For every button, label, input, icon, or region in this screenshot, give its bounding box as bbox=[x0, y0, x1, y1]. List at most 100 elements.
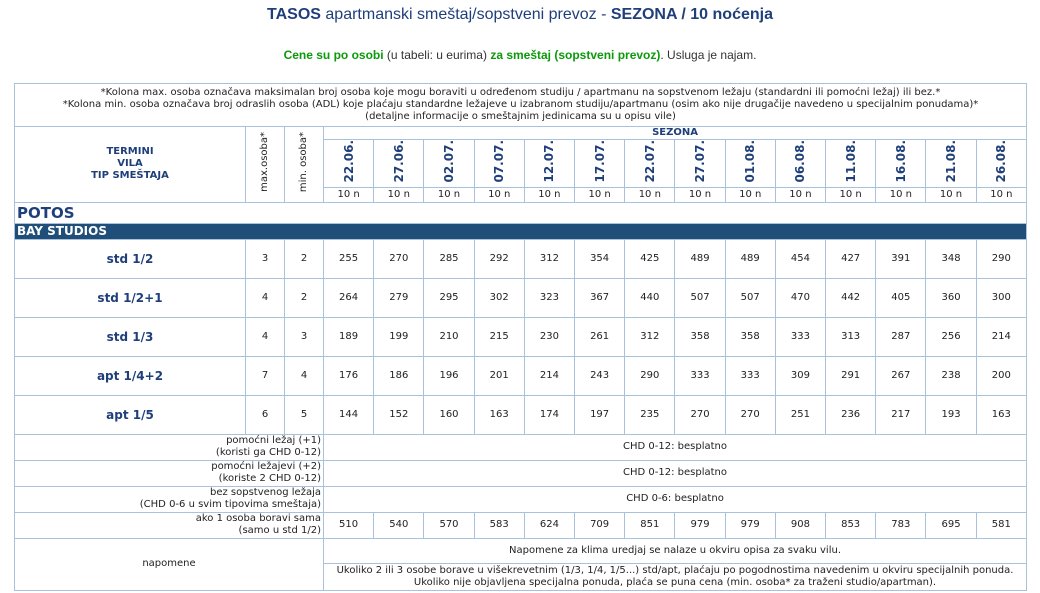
remark-line: Ukoliko nije objavljena specijalna ponud… bbox=[413, 576, 937, 588]
subtitle-part: (u tabeli: u eurima) bbox=[386, 48, 487, 62]
subtitle-part: za smeštaj (sopstveni prevoz) bbox=[490, 48, 661, 62]
head-label: TIP SMEŠTAJA bbox=[91, 170, 169, 182]
price: 256 bbox=[925, 316, 977, 357]
note-line: *Kolona max. osoba označava maksimalan b… bbox=[100, 87, 941, 98]
price: 323 bbox=[523, 277, 576, 318]
subtitle-part: . Usluga je najam. bbox=[660, 48, 757, 62]
price: 333 bbox=[674, 355, 726, 396]
price: 214 bbox=[975, 316, 1028, 357]
title-season: SEZONA / 10 noćenja bbox=[610, 6, 773, 23]
price: 300 bbox=[975, 277, 1028, 318]
single-price: 510 bbox=[322, 511, 375, 539]
price: 255 bbox=[322, 238, 375, 279]
nights: 10 n bbox=[674, 186, 726, 203]
single-price: 709 bbox=[574, 511, 626, 539]
price: 292 bbox=[473, 238, 525, 279]
table-row: std 1/2 3 2 255 270 285 292 312 354 425 489 489 454 4… bbox=[14, 238, 1028, 279]
price: 290 bbox=[975, 238, 1028, 279]
price: 440 bbox=[624, 277, 676, 318]
price: 189 bbox=[322, 316, 375, 357]
room-type: std 1/3 bbox=[14, 316, 246, 357]
table-row: TERMINI VILA TIP SMEŠTAJA max.osoba* min. os… bbox=[14, 126, 1028, 203]
extra-label-line: bez sopstvenog ležaja bbox=[209, 487, 321, 499]
price: 197 bbox=[574, 394, 626, 435]
date: 12.07. bbox=[542, 140, 557, 183]
price: 354 bbox=[574, 238, 626, 279]
table-row: bez sopstvenog ležaja (CHD 0-6 u svim tip… bbox=[14, 485, 1028, 513]
price: 291 bbox=[825, 355, 877, 396]
extra-label-line: (koriste 2 CHD 0-12) bbox=[218, 473, 321, 485]
date-cell: 02.07. bbox=[423, 139, 475, 188]
price: 199 bbox=[373, 316, 425, 357]
remarks-label: napomene bbox=[14, 537, 324, 591]
title-bold: TASOS bbox=[267, 6, 321, 23]
date-cell: 26.08. bbox=[975, 139, 1028, 188]
nights: 10 n bbox=[825, 186, 877, 203]
note-line: *Kolona min. osoba označava broj odrasli… bbox=[62, 99, 979, 110]
extra-label: pomoćni ležajevi (+2) (koriste 2 CHD 0-12… bbox=[14, 459, 324, 487]
price: 302 bbox=[473, 277, 525, 318]
price: 214 bbox=[523, 355, 576, 396]
date: 21.08. bbox=[944, 140, 959, 183]
price: 230 bbox=[523, 316, 576, 357]
price: 270 bbox=[373, 238, 425, 279]
head-max-label: max.osoba* bbox=[259, 132, 270, 193]
subtitle-part: Cene su po osobi bbox=[283, 48, 384, 62]
room-type: apt 1/5 bbox=[14, 394, 246, 435]
single-price: 979 bbox=[724, 511, 776, 539]
single-label: ako 1 osoba boravi sama (samo u std 1/2) bbox=[14, 511, 324, 539]
table-row: apt 1/4+2 7 4 176 186 196 201 214 243 290 333 333 30… bbox=[14, 355, 1028, 396]
date-cell: 06.08. bbox=[774, 139, 827, 188]
price: 270 bbox=[724, 394, 776, 435]
date-cell: 17.07. bbox=[574, 139, 626, 188]
price: 405 bbox=[875, 277, 927, 318]
min-persons: 5 bbox=[284, 394, 324, 435]
date-cell: 11.08. bbox=[825, 139, 877, 188]
notes-cell: *Kolona max. osoba označava maksimalan b… bbox=[13, 83, 1028, 127]
price: 333 bbox=[774, 316, 827, 357]
single-price: 851 bbox=[624, 511, 676, 539]
date: 07.07. bbox=[492, 140, 507, 183]
table-row: pomoćni ležajevi (+2) (koriste 2 CHD 0-12… bbox=[14, 459, 1028, 487]
max-persons: 3 bbox=[245, 238, 285, 279]
price: 163 bbox=[473, 394, 525, 435]
extra-text: CHD 0-6: besplatno bbox=[322, 485, 1028, 513]
price: 312 bbox=[523, 238, 576, 279]
min-persons: 4 bbox=[284, 355, 324, 396]
date: 22.06. bbox=[341, 140, 356, 183]
price: 507 bbox=[674, 277, 726, 318]
extra-label-line: (koristi ga CHD 0-12) bbox=[215, 447, 321, 459]
date: 02.07. bbox=[442, 140, 456, 183]
date: 27.06. bbox=[391, 140, 406, 183]
head-max: max.osoba* bbox=[245, 126, 285, 203]
price: 442 bbox=[825, 277, 877, 318]
price: 267 bbox=[875, 355, 927, 396]
head-min-label: min. osoba* bbox=[298, 132, 309, 193]
nights: 10 n bbox=[423, 186, 475, 203]
table-row: BAY STUDIOS bbox=[13, 222, 1028, 240]
date-cell: 22.06. bbox=[322, 139, 375, 188]
nights: 10 n bbox=[925, 186, 977, 203]
extra-label-line: pomoćni ležaj (+1) bbox=[226, 435, 321, 447]
head-min: min. osoba* bbox=[284, 126, 324, 203]
room-type: apt 1/4+2 bbox=[14, 355, 246, 396]
date-cell: 07.07. bbox=[473, 139, 525, 188]
price: 391 bbox=[875, 238, 927, 279]
price: 367 bbox=[574, 277, 626, 318]
price: 470 bbox=[774, 277, 827, 318]
extra-text: CHD 0-12: besplatno bbox=[322, 433, 1028, 461]
date: 06.08. bbox=[793, 140, 808, 183]
price: 201 bbox=[473, 355, 525, 396]
note-line: (detaljne informacije o smeštajnim jedin… bbox=[365, 111, 676, 122]
price: 264 bbox=[322, 277, 375, 318]
table-row: apt 1/5 6 5 144 152 160 163 174 197 235 270 270 251 2… bbox=[14, 394, 1028, 435]
price: 489 bbox=[674, 238, 726, 279]
date-cell: 12.07. bbox=[523, 139, 576, 188]
room-type: std 1/2 bbox=[14, 238, 246, 279]
date: 26.08. bbox=[994, 140, 1009, 183]
table-row: napomene Napomene za klima uredjaj se nal… bbox=[14, 537, 1028, 591]
max-persons: 4 bbox=[245, 316, 285, 357]
min-persons: 2 bbox=[284, 238, 324, 279]
nights: 10 n bbox=[624, 186, 676, 203]
